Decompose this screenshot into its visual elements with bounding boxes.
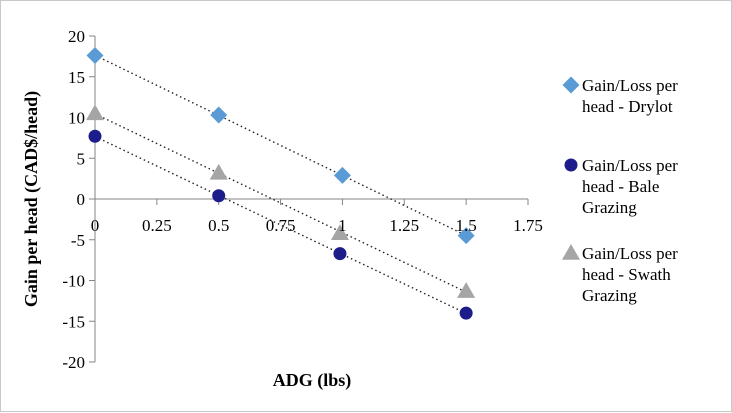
legend-label-line: head - Bale — [582, 177, 659, 196]
y-tick-label: 0 — [77, 190, 86, 209]
legend-label-line: Grazing — [582, 286, 637, 305]
data-point-series-2 — [212, 189, 226, 203]
x-tick-label: 1.75 — [513, 216, 543, 235]
legend-marker-series-3 — [562, 244, 580, 260]
legend-label-line: Gain/Loss per — [582, 76, 678, 95]
y-tick-label: -15 — [62, 312, 85, 331]
data-point-series-2 — [333, 247, 347, 261]
y-tick-label: -10 — [62, 272, 85, 291]
data-point-series-1 — [333, 166, 351, 184]
data-points — [86, 47, 476, 320]
data-point-series-3 — [330, 224, 349, 240]
legend-marker-series-1 — [562, 76, 580, 94]
x-tick-label: 0.75 — [266, 216, 296, 235]
legend-label-line: Gain/Loss per — [582, 156, 678, 175]
x-axis-title: ADG (lbs) — [273, 370, 352, 391]
data-point-series-1 — [210, 106, 228, 124]
axes — [89, 35, 529, 363]
trendlines — [94, 54, 467, 315]
data-point-series-1 — [457, 227, 475, 245]
x-tick-label: 1.5 — [456, 216, 477, 235]
y-tick-label: 15 — [68, 68, 85, 87]
x-tick-label: 0.25 — [142, 216, 172, 235]
x-tick-label: 0 — [91, 216, 100, 235]
x-tick-label: 1.25 — [389, 216, 419, 235]
x-tick-label: 1 — [338, 216, 347, 235]
data-point-series-3 — [209, 163, 228, 180]
tick-labels: 20 15 10 5 0 -5 -10 -15 -20 0 0.25 0.5 0.75 1 1.25 1.5 1… — [62, 27, 543, 372]
data-point-series-2 — [459, 306, 473, 320]
y-tick-label: 10 — [68, 109, 85, 128]
legend-label-line: Grazing — [582, 198, 637, 217]
y-tick-label: 20 — [68, 27, 85, 46]
trendline-series-3 — [94, 113, 467, 293]
data-point-series-2 — [88, 129, 102, 143]
trendline-series-1 — [94, 54, 467, 237]
legend-label-line: Gain/Loss per — [582, 244, 678, 263]
y-tick-label: 5 — [77, 149, 86, 168]
data-point-series-3 — [457, 282, 476, 298]
y-tick-label: -20 — [62, 353, 85, 372]
y-tick-label: -5 — [71, 231, 85, 250]
data-point-series-1 — [86, 47, 104, 65]
y-axis-title: Gain per head (CAD$/head) — [21, 91, 42, 307]
legend: Gain/Loss per head - Drylot Gain/Loss per h… — [562, 76, 678, 305]
trendline-series-2 — [94, 135, 467, 315]
legend-label-line: head - Drylot — [582, 97, 673, 116]
data-point-series-3 — [86, 104, 104, 121]
legend-marker-series-2 — [564, 158, 578, 172]
x-tick-label: 0.5 — [208, 216, 229, 235]
legend-label-line: head - Swath — [582, 265, 671, 284]
